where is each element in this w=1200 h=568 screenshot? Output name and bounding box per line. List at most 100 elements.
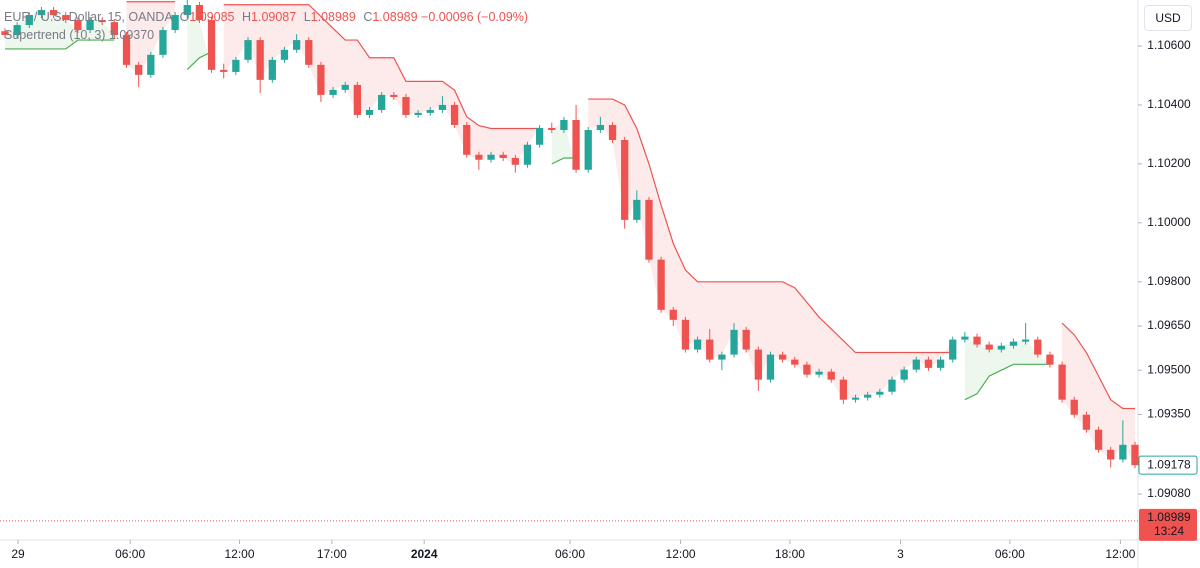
- candle-body: [523, 144, 532, 165]
- change: −0.00096 (−0.09%): [421, 10, 529, 24]
- h-value: 1.09087: [251, 10, 297, 24]
- candle-body: [657, 259, 665, 310]
- l-value: 1.08989: [310, 10, 356, 24]
- l-label: L: [303, 10, 311, 24]
- candle-body: [548, 127, 556, 130]
- candle-body: [37, 10, 46, 16]
- candle-body: [317, 64, 325, 95]
- supertrend-fill: [187, 5, 212, 70]
- candle-body: [961, 336, 969, 340]
- candle-body: [244, 40, 252, 60]
- candle-body: [1, 31, 9, 36]
- candle-body: [207, 20, 216, 70]
- x-tick-label: 06:00: [115, 547, 145, 561]
- y-tick-label: 1.09800: [1147, 274, 1191, 288]
- candle-body: [159, 30, 167, 55]
- candle-body: [402, 96, 410, 115]
- candle-body: [378, 94, 386, 110]
- x-tick-label: 18:00: [775, 547, 805, 561]
- candle-body: [1046, 354, 1054, 365]
- candle-body: [280, 49, 289, 60]
- candle-body: [876, 391, 884, 395]
- candle-body: [949, 339, 957, 360]
- candle-body: [693, 339, 702, 350]
- candle-body: [1058, 364, 1066, 400]
- x-tick-label: 06:00: [555, 547, 585, 561]
- supertrend-line: [186, 51, 212, 70]
- candle-body: [110, 22, 118, 36]
- x-tick-label: 12:00: [224, 547, 254, 561]
- y-tick-label: 1.09500: [1147, 362, 1191, 376]
- candle-body: [122, 35, 131, 65]
- candle-body: [973, 336, 981, 345]
- candle-body: [1070, 399, 1078, 415]
- countdown-label: 13:24: [1154, 524, 1184, 538]
- supertrend-line: [588, 98, 953, 354]
- candle-body: [147, 54, 155, 75]
- candle-body: [742, 329, 750, 350]
- price-line-label: 1.08989: [1147, 510, 1191, 524]
- supertrend-line: [223, 4, 540, 130]
- x-tick-label: 3: [897, 547, 904, 561]
- x-tick-label: 17:00: [317, 547, 347, 561]
- candle-body: [426, 109, 434, 113]
- candle-body: [584, 129, 592, 170]
- indicator-name: Supertrend (10, 3): [4, 28, 106, 42]
- candle-body: [195, 5, 204, 21]
- y-tick-label: 1.09080: [1147, 486, 1191, 500]
- candle-body: [62, 15, 70, 21]
- y-tick-label: 1.10200: [1147, 156, 1191, 170]
- indicator-legend: Supertrend (10, 3) 1.09370: [4, 26, 528, 44]
- last-price-label: 1.09178: [1147, 457, 1191, 471]
- candle-body: [1119, 444, 1127, 460]
- supertrend-fill: [964, 336, 1050, 400]
- y-tick-label: 1.09350: [1147, 407, 1191, 421]
- candle-body: [596, 124, 605, 130]
- candle-body: [803, 364, 811, 375]
- supertrend-line: [1061, 322, 1135, 410]
- x-tick-label: 29: [11, 547, 25, 561]
- candle-body: [572, 119, 580, 170]
- candle-body: [754, 349, 762, 380]
- candle-body: [353, 84, 362, 115]
- candle-body: [268, 59, 276, 80]
- x-tick-label: 06:00: [995, 547, 1025, 561]
- candle-body: [839, 379, 848, 400]
- candle-body: [669, 309, 677, 320]
- candle-body: [936, 359, 945, 368]
- currency-button[interactable]: USD: [1144, 5, 1192, 31]
- candle-body: [414, 112, 422, 115]
- candle-body: [98, 20, 106, 23]
- candle-body: [438, 104, 447, 110]
- candle-body: [730, 329, 738, 355]
- y-tick-label: 1.10600: [1147, 38, 1191, 52]
- candle-body: [645, 199, 653, 260]
- supertrend-fill: [223, 4, 540, 165]
- candle-body: [365, 109, 374, 115]
- supertrend-fill: [588, 99, 953, 400]
- x-tick-label: 12:00: [666, 547, 696, 561]
- candle-body: [13, 25, 21, 36]
- last-price-box: [1138, 455, 1198, 475]
- y-tick-label: 1.10400: [1147, 97, 1191, 111]
- candle-body: [1082, 414, 1091, 430]
- candle-body: [475, 154, 483, 160]
- candle-body: [997, 345, 1005, 350]
- candle-body: [681, 319, 690, 350]
- legend: EUR / U.S. Dollar, 15, OANDA O1.09085 H1…: [4, 8, 528, 44]
- supertrend-line: [964, 363, 1050, 401]
- candle-body: [851, 397, 860, 400]
- candle-body: [74, 20, 82, 31]
- candle-body: [305, 40, 313, 65]
- candle-body: [1034, 339, 1042, 355]
- candle-body: [900, 369, 908, 380]
- candle-body: [815, 371, 823, 375]
- candle-body: [135, 64, 143, 75]
- c-value: 1.08989: [372, 10, 418, 24]
- candle-body: [463, 124, 471, 155]
- candle-body: [487, 154, 495, 160]
- symbol-legend: EUR / U.S. Dollar, 15, OANDA O1.09085 H1…: [4, 8, 528, 26]
- candle-body: [1022, 339, 1030, 342]
- candle-body: [718, 354, 726, 360]
- candle-body: [621, 140, 629, 220]
